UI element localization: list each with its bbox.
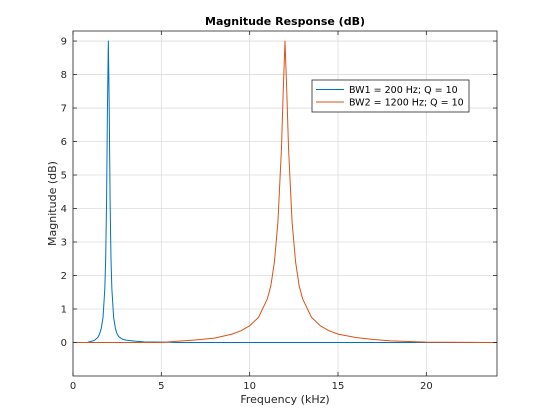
y-tick-label: 4 <box>61 204 67 215</box>
legend-box <box>311 79 470 113</box>
y-tick-label: 9 <box>61 37 67 48</box>
y-tick-label: 2 <box>61 271 67 282</box>
y-tick-label: 0 <box>61 338 67 349</box>
legend-label-bw2: BW2 = 1200 Hz; Q = 10 <box>349 98 464 109</box>
plot-frame <box>72 30 498 377</box>
y-tick-label: 7 <box>61 104 67 115</box>
legend-label-bw1: BW1 = 200 Hz; Q = 10 <box>349 85 458 96</box>
x-tick-label: 15 <box>332 381 345 392</box>
x-tick-label: 20 <box>420 381 433 392</box>
y-tick-label: 1 <box>61 305 67 316</box>
series-line-1 <box>73 40 497 343</box>
y-tick-label: 5 <box>61 171 67 182</box>
x-tick-label: 10 <box>243 381 256 392</box>
legend: BW1 = 200 Hz; Q = 10 BW2 = 1200 Hz; Q = … <box>311 79 470 113</box>
x-tick-label: 5 <box>158 381 164 392</box>
x-tick-label: 0 <box>70 381 76 392</box>
y-tick-label: 3 <box>61 238 67 249</box>
x-axis-label: Frequency (kHz) <box>240 393 329 406</box>
y-tick-label: 8 <box>61 70 67 81</box>
tick-labels: 0 5 10 15 20 0 1 2 3 4 5 6 7 8 9 <box>61 37 433 392</box>
axis-ticks <box>72 31 497 376</box>
series-line-2 <box>73 40 498 343</box>
series-lines <box>73 40 498 343</box>
y-tick-label: 6 <box>61 137 67 148</box>
chart-title: Magnitude Response (dB) <box>205 15 365 28</box>
y-axis-label: Magnitude (dB) <box>46 161 59 246</box>
